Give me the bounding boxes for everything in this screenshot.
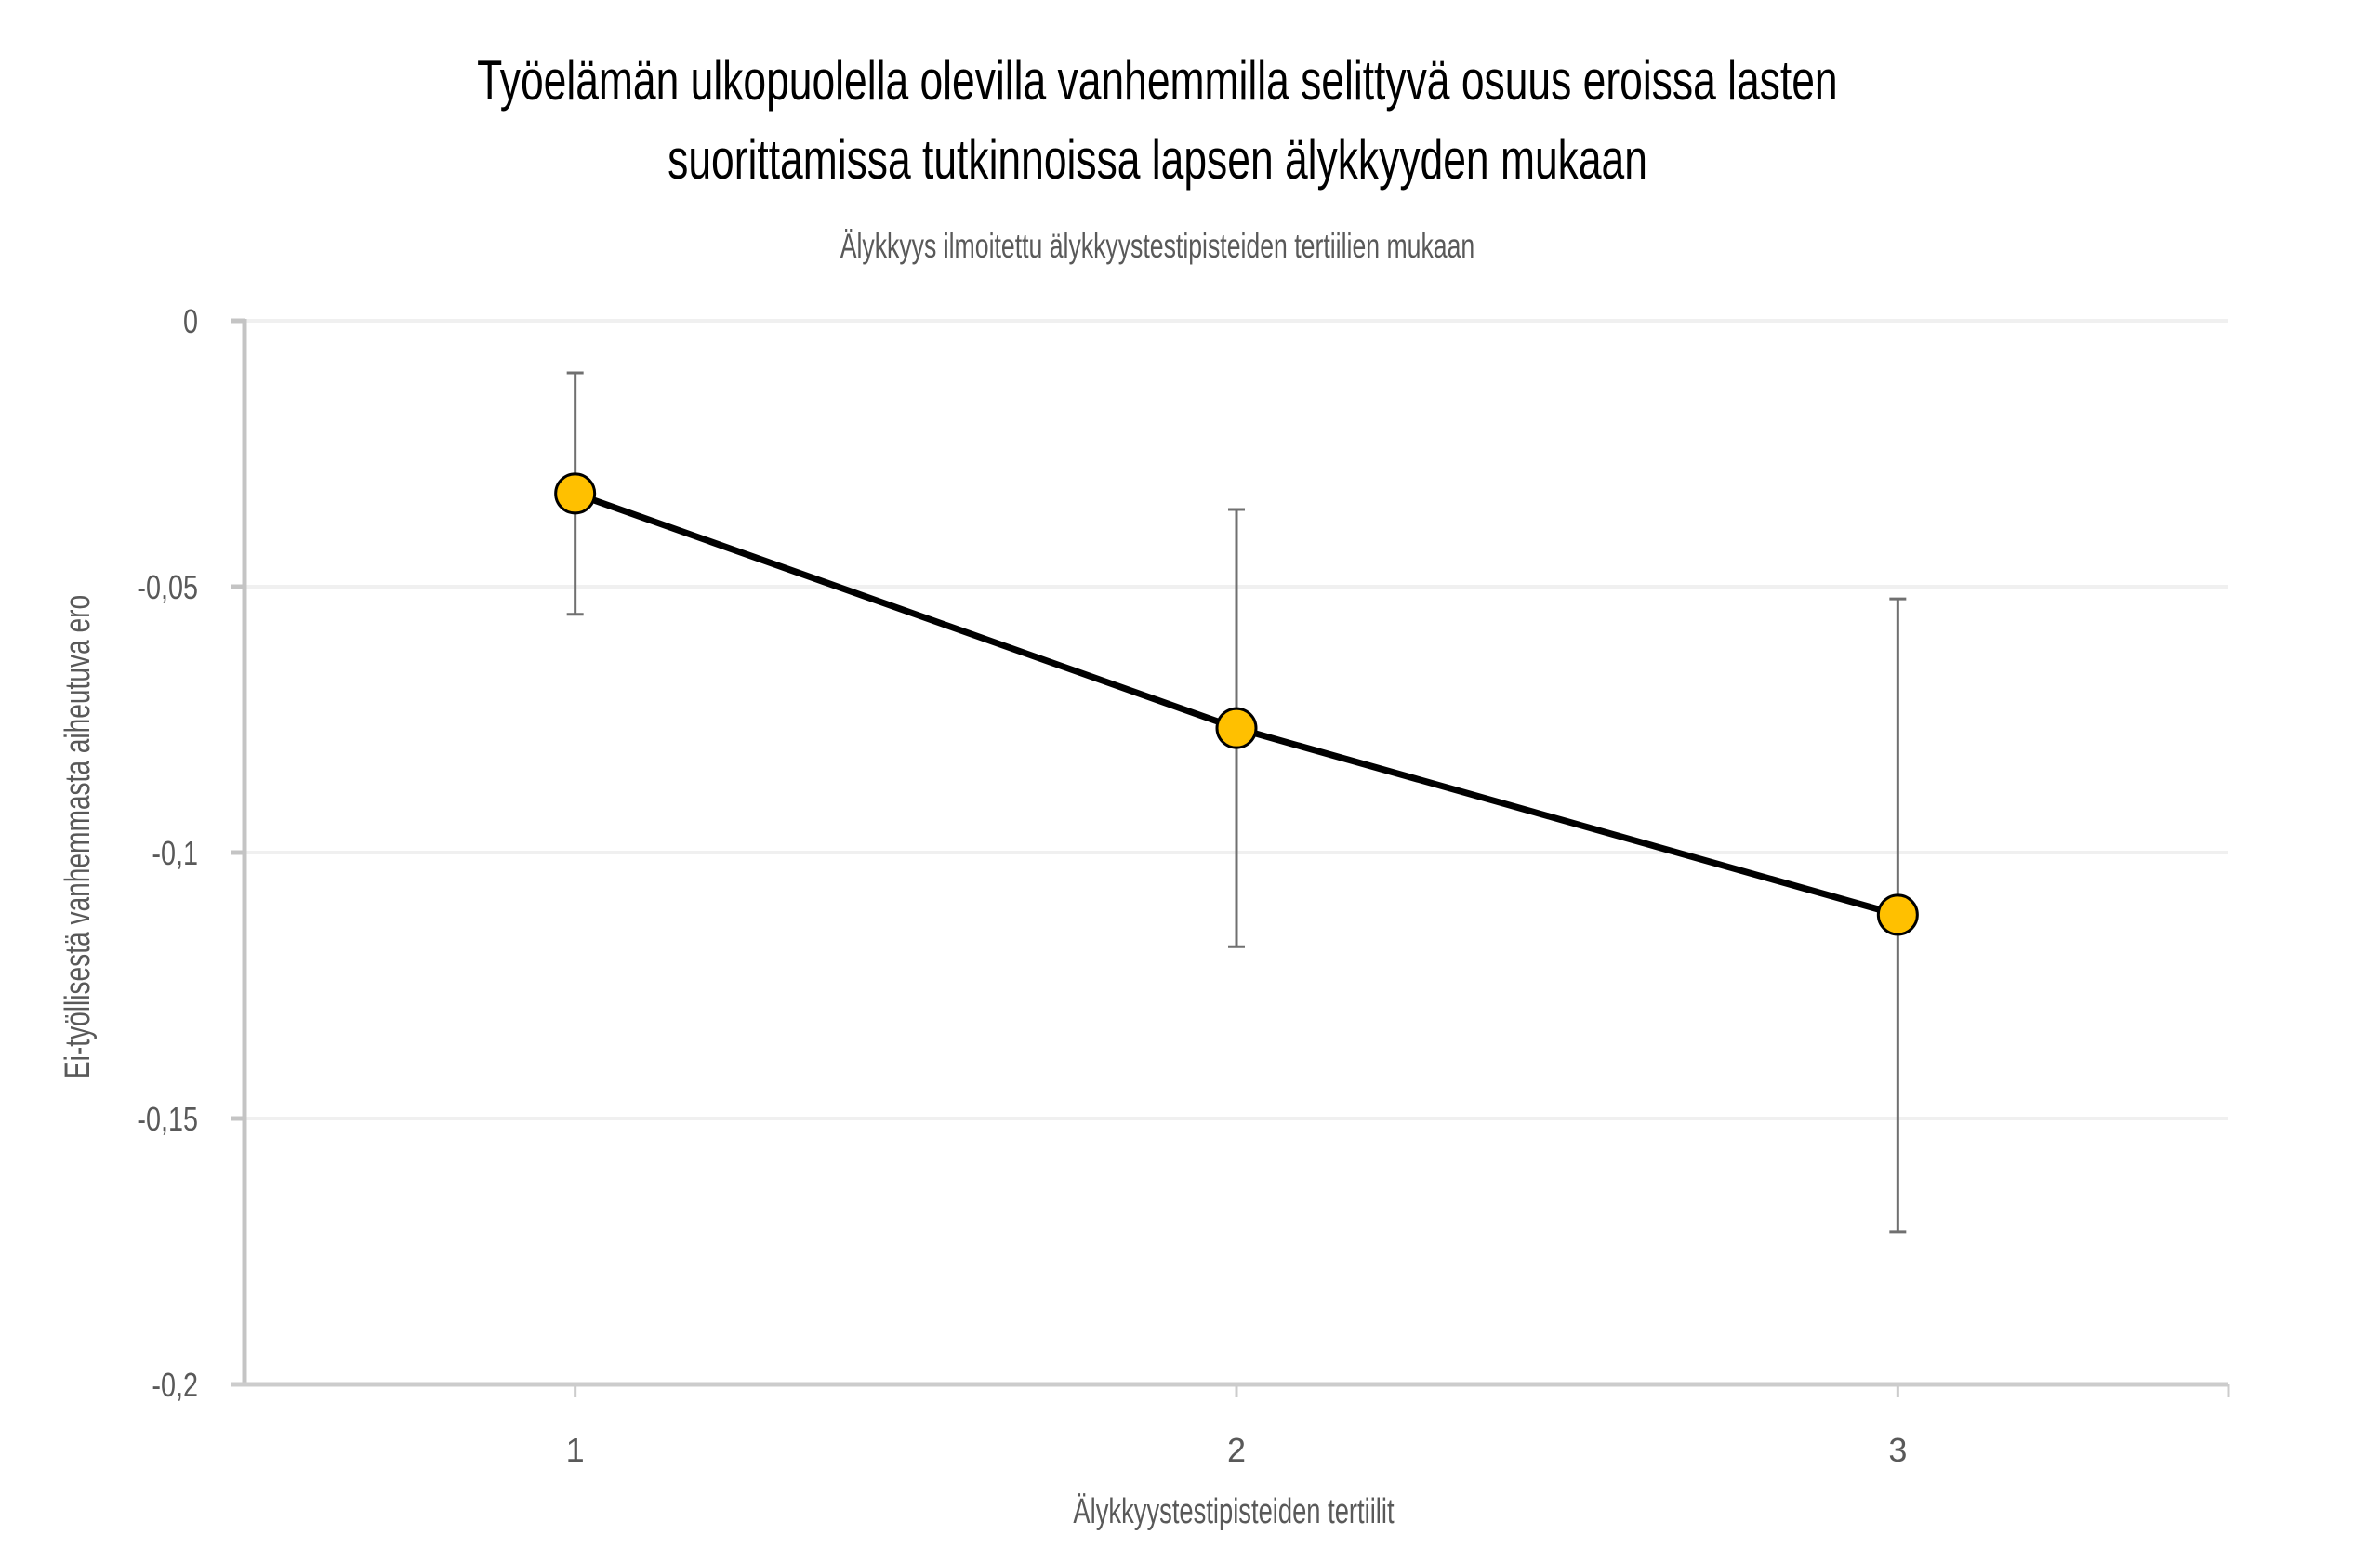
data-point-marker	[1876, 893, 1919, 936]
x-tick-label: 1	[566, 1431, 585, 1469]
x-tick-label: 2	[1227, 1431, 1246, 1469]
y-tick-label: -0,05	[137, 568, 198, 606]
x-tick-labels: 1 2 3	[566, 1431, 1908, 1469]
error-bars	[566, 371, 1907, 1234]
x-tick-label: 3	[1888, 1431, 1907, 1469]
x-axis-title: Älykkyystestipisteiden tertiilit	[1073, 1492, 1394, 1531]
chart-title-text-1: Työelämän ulkopuolella olevilla vanhemmi…	[477, 49, 1838, 112]
y-axis-title: Ei-työllisestä vanhemmasta aiheutuva ero	[59, 595, 98, 1078]
y-tick-label: 0	[183, 302, 198, 340]
y-tick-label: -0,2	[152, 1366, 198, 1404]
data-point-marker	[554, 472, 597, 515]
y-tick-label: -0,15	[137, 1100, 198, 1138]
data-point-marker	[1215, 707, 1258, 749]
chart-subtitle-text: Älykkyys ilmoitettu älykkyystestipisteid…	[840, 227, 1475, 265]
chart-title-line-1: Työelämän ulkopuolella olevilla vanhemmi…	[0, 48, 2315, 112]
chart-subtitle: Älykkyys ilmoitettu älykkyystestipisteid…	[0, 227, 2315, 266]
y-tick-labels: 0 -0,05 -0,1 -0,15 -0,2	[137, 302, 198, 1404]
data-markers	[554, 472, 1919, 936]
axes	[231, 318, 2230, 1397]
y-tick-label: -0,1	[152, 834, 198, 872]
chart-title-text-2: suorittamissa tutkinnoissa lapsen älykky…	[668, 128, 1647, 191]
chart-title-line-2: suorittamissa tutkinnoissa lapsen älykky…	[0, 127, 2315, 192]
